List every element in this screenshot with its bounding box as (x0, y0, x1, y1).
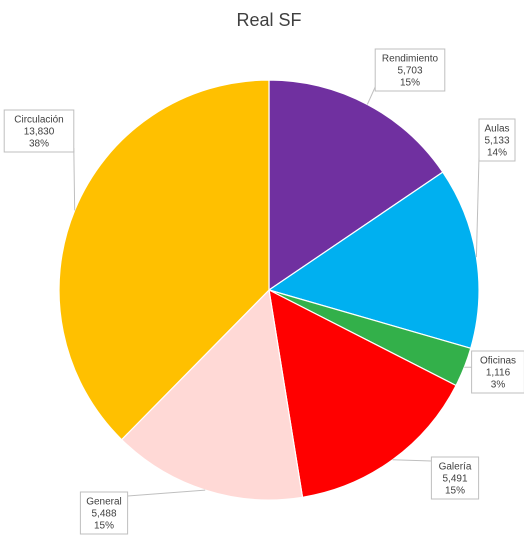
data-label-value: 1,116 (486, 368, 511, 379)
data-label-box (374, 48, 446, 92)
data-label-percent: 3% (491, 380, 506, 391)
pie-slice-galeria (268, 288, 457, 498)
data-label-value: 13,830 (24, 127, 55, 138)
leader-line-circulacion (73, 147, 76, 211)
pie-slice-rendimiento (268, 79, 444, 292)
data-label-box (478, 118, 516, 162)
data-label-name: Oficinas (480, 356, 516, 367)
chart-title: Real SF (236, 10, 301, 30)
data-label-percent: 38% (29, 139, 49, 150)
data-label-name: Galería (439, 462, 472, 473)
leader-line-rendimiento (366, 86, 376, 105)
data-label-value: 5,133 (484, 136, 509, 147)
pie-slices (58, 79, 480, 501)
pie-slice-general (120, 288, 304, 501)
data-label-percent: 14% (487, 148, 507, 159)
leader-line-aulas (475, 156, 480, 258)
data-label-value: 5,491 (442, 474, 467, 485)
data-label-name: Aulas (484, 124, 509, 135)
data-label-value: 5,488 (91, 509, 116, 520)
data-label-name: Circulación (14, 115, 63, 126)
data-label-percent: 15% (94, 521, 114, 532)
data-label-box (79, 491, 129, 535)
data-labels: Rendimiento5,70315%Aulas5,13314%Oficinas… (3, 48, 524, 535)
leader-lines (73, 86, 480, 497)
leader-line-general (127, 489, 206, 497)
data-label-name: Rendimiento (382, 54, 439, 65)
data-label-percent: 15% (445, 486, 465, 497)
data-label-percent: 15% (400, 78, 420, 89)
data-label-box (471, 350, 524, 394)
data-label-name: General (86, 497, 122, 508)
data-label-box (3, 109, 75, 153)
leader-line-galeria (392, 459, 432, 462)
data-label-value: 5,703 (397, 66, 422, 77)
data-label-box (430, 456, 480, 500)
